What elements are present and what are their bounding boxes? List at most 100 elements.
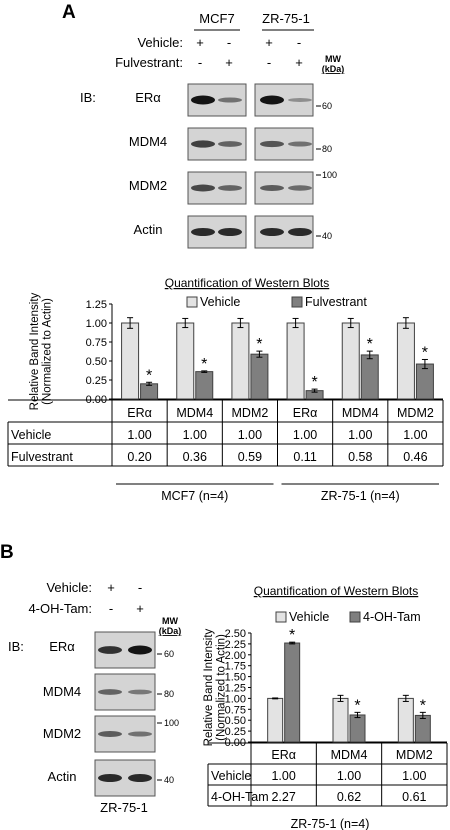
treatment-bar: [349, 714, 366, 743]
sign-vehicle-1: +: [107, 580, 115, 595]
blot-panel-b: [94, 631, 156, 797]
table-cell: 0.46: [403, 450, 427, 464]
protein-band: [128, 773, 152, 783]
cell-line-mcf7: MCF7: [199, 11, 234, 26]
ib-label: IB:: [8, 639, 24, 654]
protein-band: [288, 227, 312, 237]
legend-swatch: [291, 296, 303, 308]
table-cell: 1.00: [238, 428, 262, 442]
treatment-label-vehicle: Vehicle:: [46, 580, 92, 595]
mw-marker: 100: [322, 170, 337, 180]
protein-band: [128, 731, 152, 737]
table-cell: 0.59: [238, 450, 262, 464]
sign-fulvestrant-1: -: [198, 55, 202, 70]
group-label-zr75: ZR-75-1 (n=4): [321, 489, 400, 503]
protein-band: [98, 773, 122, 783]
y-tick-label: 1.75: [225, 661, 246, 673]
y-axis-label: Relative Band Intensity(Normalized to Ac…: [29, 292, 54, 410]
treatment-bar: [414, 714, 431, 743]
vehicle-bar: [286, 322, 305, 400]
mw-label: MW: [162, 616, 178, 626]
significance-asterisk: *: [354, 697, 360, 714]
chart-b-title: Quantification of Western Blots: [254, 584, 419, 598]
protein-band: [260, 227, 284, 237]
y-tick-label: 0.50: [225, 715, 246, 727]
protein-band: [288, 98, 312, 102]
ib-label: IB:: [80, 90, 96, 105]
sign-4ohtam-1: -: [109, 601, 113, 616]
table-cell: 1.00: [127, 428, 151, 442]
table-cell: 0.58: [348, 450, 372, 464]
protein-band: [260, 185, 284, 191]
sign-vehicle-1: +: [196, 35, 204, 50]
treatment-bar: [360, 354, 379, 400]
mw-marker: 60: [322, 101, 332, 111]
table-header: MDM4: [331, 748, 368, 762]
treatment-bar: [415, 363, 434, 400]
vehicle-bar: [341, 322, 360, 400]
significance-asterisk: *: [201, 356, 207, 373]
vehicle-bar: [397, 697, 414, 743]
significance-asterisk: *: [146, 367, 152, 384]
table-header: ERα: [271, 748, 296, 762]
protein-band: [218, 141, 242, 147]
protein-label-mdm4: MDM4: [129, 134, 167, 149]
mw-marker: 40: [322, 231, 332, 241]
protein-band: [260, 95, 284, 105]
mw-marker: 60: [164, 649, 174, 659]
protein-band: [191, 184, 215, 192]
table-cell: 0.62: [337, 790, 361, 804]
vehicle-bar: [176, 322, 195, 400]
significance-asterisk: *: [420, 697, 426, 714]
group-label-mcf7: MCF7 (n=4): [161, 489, 228, 503]
vehicle-bar: [231, 322, 250, 400]
vehicle-bar: [332, 697, 349, 743]
y-tick-label: 1.25: [225, 683, 246, 695]
table-cell: 0.20: [127, 450, 151, 464]
protein-label-actin: Actin: [134, 222, 163, 237]
significance-asterisk: *: [256, 336, 262, 353]
mw-unit: (kDa): [322, 64, 345, 74]
panel-b-label: B: [0, 542, 14, 563]
table-cell: 2.27: [271, 790, 295, 804]
y-tick-label: 0.25: [86, 375, 107, 387]
mw-marker: 40: [164, 775, 174, 785]
table-header: MDM2: [397, 406, 434, 420]
sign-vehicle-4: -: [297, 35, 301, 50]
group-label-zr75: ZR-75-1 (n=4): [291, 817, 370, 830]
protein-band: [98, 731, 122, 737]
protein-label-mdm4: MDM4: [43, 684, 81, 699]
table-row-label: Vehicle: [11, 428, 51, 442]
table-cell: 0.61: [402, 790, 426, 804]
treatment-bar: [284, 642, 301, 743]
protein-band: [191, 140, 215, 148]
protein-band: [218, 227, 242, 237]
protein-label-era: ERα: [49, 639, 75, 654]
table-cell: 0.36: [183, 450, 207, 464]
legend-label: Vehicle: [200, 295, 240, 309]
sign-vehicle-2: -: [138, 580, 142, 595]
sign-fulvestrant-4: +: [295, 55, 303, 70]
protein-band: [218, 97, 242, 103]
significance-asterisk: *: [422, 344, 428, 361]
table-cell: 0.11: [293, 450, 316, 464]
y-tick-label: 0.50: [86, 356, 107, 368]
protein-band: [98, 689, 122, 695]
y-tick-label: 0.25: [225, 726, 246, 738]
significance-asterisk: *: [311, 374, 317, 391]
protein-label-mdm2: MDM2: [129, 178, 167, 193]
protein-label-actin: Actin: [48, 769, 77, 784]
legend-label: Fulvestrant: [305, 295, 367, 309]
protein-label-mdm2: MDM2: [43, 726, 81, 741]
treatment-label-vehicle: Vehicle:: [137, 35, 183, 50]
table-cell: 1.00: [403, 428, 427, 442]
mw-marker: 80: [322, 144, 332, 154]
protein-band: [128, 645, 152, 655]
table-row-label: Fulvestrant: [11, 450, 73, 464]
sign-vehicle-2: -: [227, 35, 231, 50]
protein-band: [128, 689, 152, 695]
chart-a-title: Quantification of Western Blots: [165, 276, 330, 290]
table-cell: 1.00: [271, 769, 295, 783]
